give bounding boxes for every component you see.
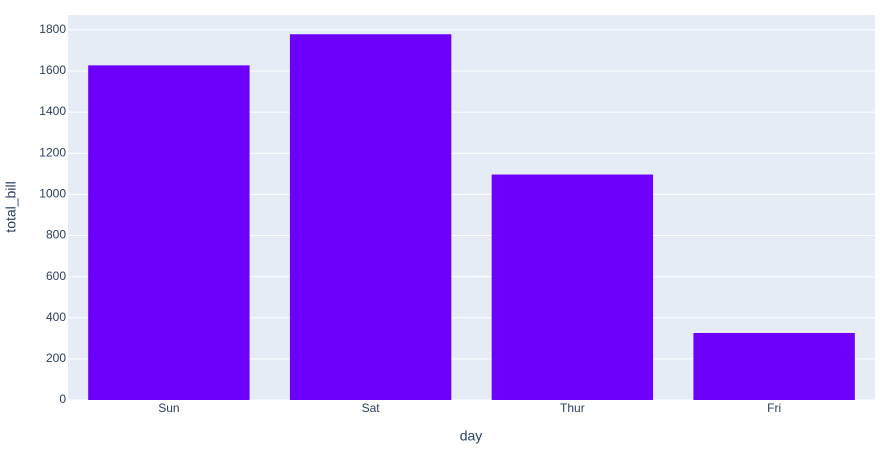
- x-tick-label: Sat: [362, 401, 381, 415]
- bar: [491, 174, 654, 400]
- y-tick-label: 400: [46, 310, 66, 324]
- y-axis-title: total_bill: [3, 181, 19, 232]
- bar: [693, 332, 855, 400]
- x-tick-label: Sun: [158, 401, 179, 415]
- x-axis-title: day: [460, 428, 483, 444]
- y-tick-label: 1200: [39, 145, 66, 159]
- y-tick-label: 600: [46, 269, 66, 283]
- x-tick-label: Thur: [560, 401, 585, 415]
- y-tick-label: 200: [46, 351, 66, 365]
- bar: [289, 34, 452, 400]
- y-tick-label: 1600: [39, 63, 66, 77]
- y-tick-label: 1000: [39, 187, 66, 201]
- y-tick-label: 0: [59, 392, 66, 406]
- y-tick-label: 1400: [39, 104, 66, 118]
- x-tick-label: Fri: [767, 401, 781, 415]
- y-tick-label: 1800: [39, 22, 66, 36]
- bar: [88, 65, 250, 401]
- y-tick-label: 800: [46, 228, 66, 242]
